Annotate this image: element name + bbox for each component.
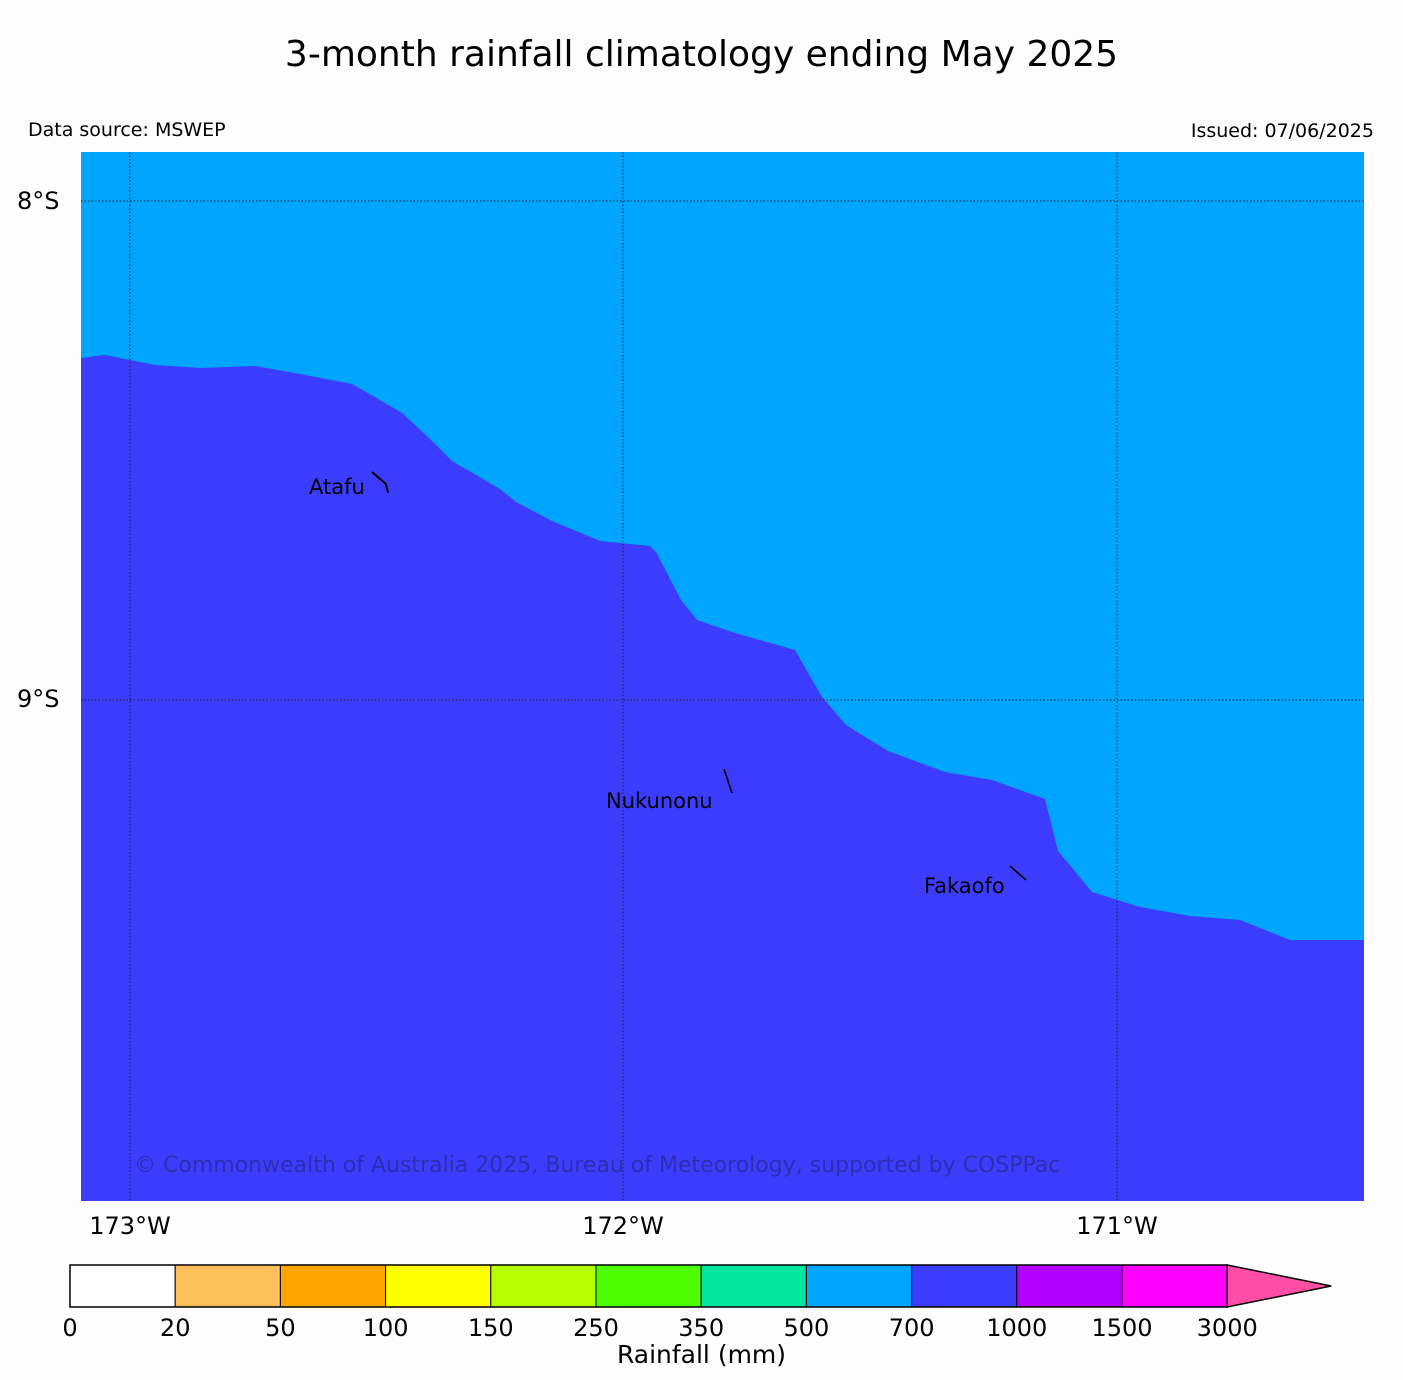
colorbar-swatch (69, 1264, 176, 1308)
colorbar-tick-label: 1500 (1091, 1314, 1152, 1342)
chart-title: 3-month rainfall climatology ending May … (284, 34, 1119, 75)
band-700-1000 (81, 355, 1364, 1201)
colorbar-swatch (279, 1264, 387, 1308)
lat-label-9s: 9°S (17, 685, 60, 713)
colorbar-swatch (700, 1264, 807, 1308)
nukunonu-outline (723, 768, 733, 794)
lat-label-8s: 8°S (17, 187, 60, 215)
colorbar-title: Rainfall (mm) (616, 1340, 787, 1369)
colorbar-swatch (1016, 1264, 1123, 1308)
colorbar-ticks: 0 20 50 100 150 250 350 500 700 1000 1500 3000 (62, 1314, 1257, 1342)
colorbar-swatch (805, 1264, 913, 1308)
place-label-fakaofo: Fakaofo (924, 874, 1005, 898)
atafu-outline (371, 471, 389, 494)
colorbar-swatch (385, 1264, 492, 1308)
colorbar-swatch (595, 1264, 702, 1308)
colorbar-swatch (1121, 1264, 1228, 1308)
copyright-note: © Commonwealth of Australia 2025, Bureau… (134, 1153, 1060, 1178)
colorbar-tick-label: 0 (62, 1314, 77, 1342)
colorbar-tick-label: 20 (160, 1314, 191, 1342)
colorbar-tick-label: 100 (363, 1314, 409, 1342)
place-label-atafu: Atafu (309, 475, 365, 499)
colorbar-tick-label: 700 (889, 1314, 935, 1342)
colorbar-tick-label: 500 (783, 1314, 829, 1342)
colorbar-tick-label: 50 (265, 1314, 296, 1342)
fakaofo-outline (1009, 865, 1027, 881)
colorbar-border (69, 1264, 1228, 1308)
lon-label-172w: 172°W (582, 1212, 664, 1240)
colorbar-swatch (911, 1264, 1018, 1308)
lon-label-173w: 173°W (89, 1212, 171, 1240)
gridlines (81, 152, 1364, 1201)
colorbar-tick-label: 150 (468, 1314, 514, 1342)
lon-label-171w: 171°W (1076, 1212, 1158, 1240)
colorbar (69, 1264, 1332, 1308)
colorbar-swatch (174, 1264, 281, 1308)
colorbar-tick-label: 250 (573, 1314, 619, 1342)
colorbar-tick-label: 350 (678, 1314, 724, 1342)
colorbar-tick-label: 1000 (986, 1314, 1047, 1342)
colorbar-extend-arrow (1226, 1264, 1332, 1308)
data-source: Data source: MSWEP (28, 119, 226, 141)
colorbar-tick-label: 3000 (1197, 1314, 1258, 1342)
issued-date: Issued: 07/06/2025 (1190, 120, 1374, 142)
colorbar-swatch (490, 1264, 597, 1308)
place-label-nukunonu: Nukunonu (606, 789, 713, 813)
